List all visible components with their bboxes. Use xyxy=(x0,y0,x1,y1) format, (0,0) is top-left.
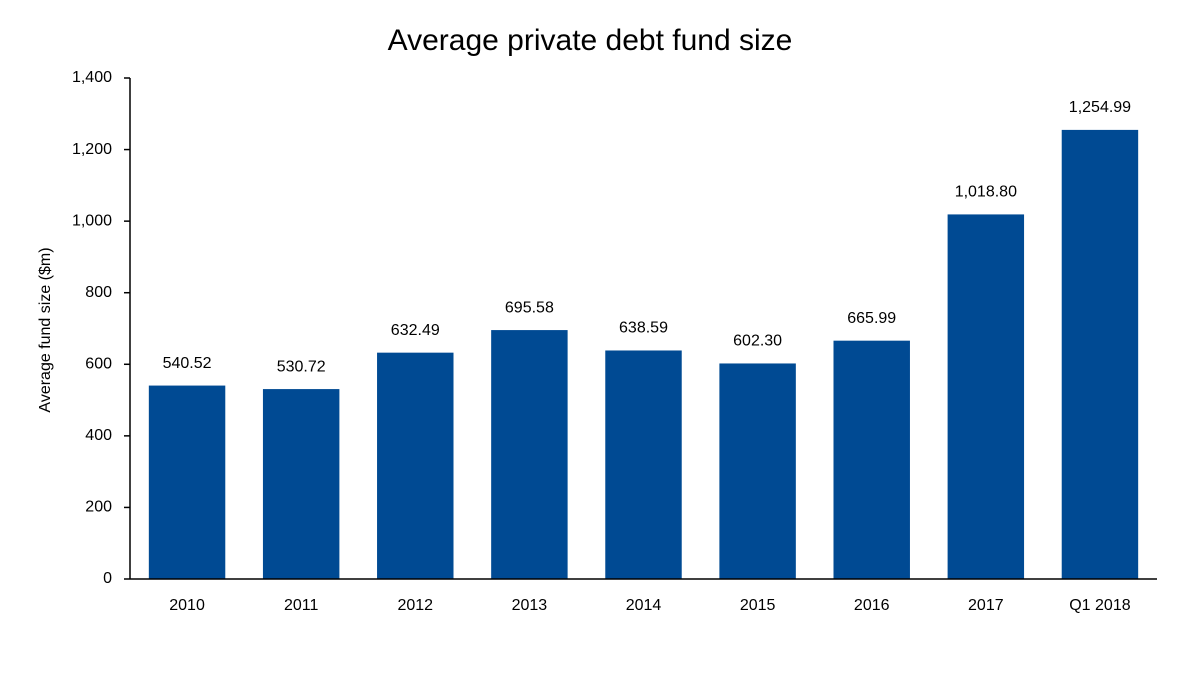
value-label: 638.59 xyxy=(619,320,668,337)
value-label: 665.99 xyxy=(847,310,896,327)
y-tick-label: 200 xyxy=(85,499,112,516)
value-label: 695.58 xyxy=(505,299,554,316)
x-tick-label: 2017 xyxy=(968,597,1004,614)
value-label: 1,254.99 xyxy=(1069,99,1131,116)
x-tick-label: 2012 xyxy=(397,597,433,614)
x-tick-label: 2010 xyxy=(169,597,205,614)
y-tick-label: 1,200 xyxy=(72,141,112,158)
bar xyxy=(833,340,910,579)
y-tick-label: 800 xyxy=(85,284,112,301)
bar xyxy=(491,330,568,579)
x-tick-label: Q1 2018 xyxy=(1069,597,1130,614)
y-tick-label: 0 xyxy=(103,570,112,587)
bar xyxy=(377,352,454,579)
bar xyxy=(719,363,796,579)
y-tick-label: 1,400 xyxy=(72,69,112,86)
value-label: 602.30 xyxy=(733,333,782,350)
x-tick-label: 2016 xyxy=(854,597,890,614)
x-tick-label: 2011 xyxy=(284,597,319,614)
bar xyxy=(262,389,340,579)
x-tick-label: 2014 xyxy=(626,597,662,614)
value-label: 1,018.80 xyxy=(955,184,1017,201)
x-tick-label: 2013 xyxy=(512,597,548,614)
value-label: 632.49 xyxy=(391,322,440,339)
y-axis-label: Average fund size ($m) xyxy=(37,247,54,412)
bar xyxy=(947,214,1025,579)
chart-title: Average private debt fund size xyxy=(388,24,793,57)
bar xyxy=(605,350,682,579)
value-label: 530.72 xyxy=(277,358,326,375)
y-tick-label: 400 xyxy=(85,427,112,444)
y-tick-label: 1,000 xyxy=(72,212,112,229)
bar xyxy=(1061,129,1139,579)
x-tick-label: 2015 xyxy=(740,597,776,614)
bar xyxy=(148,385,226,579)
y-tick-label: 600 xyxy=(85,356,112,373)
value-label: 540.52 xyxy=(163,355,212,372)
